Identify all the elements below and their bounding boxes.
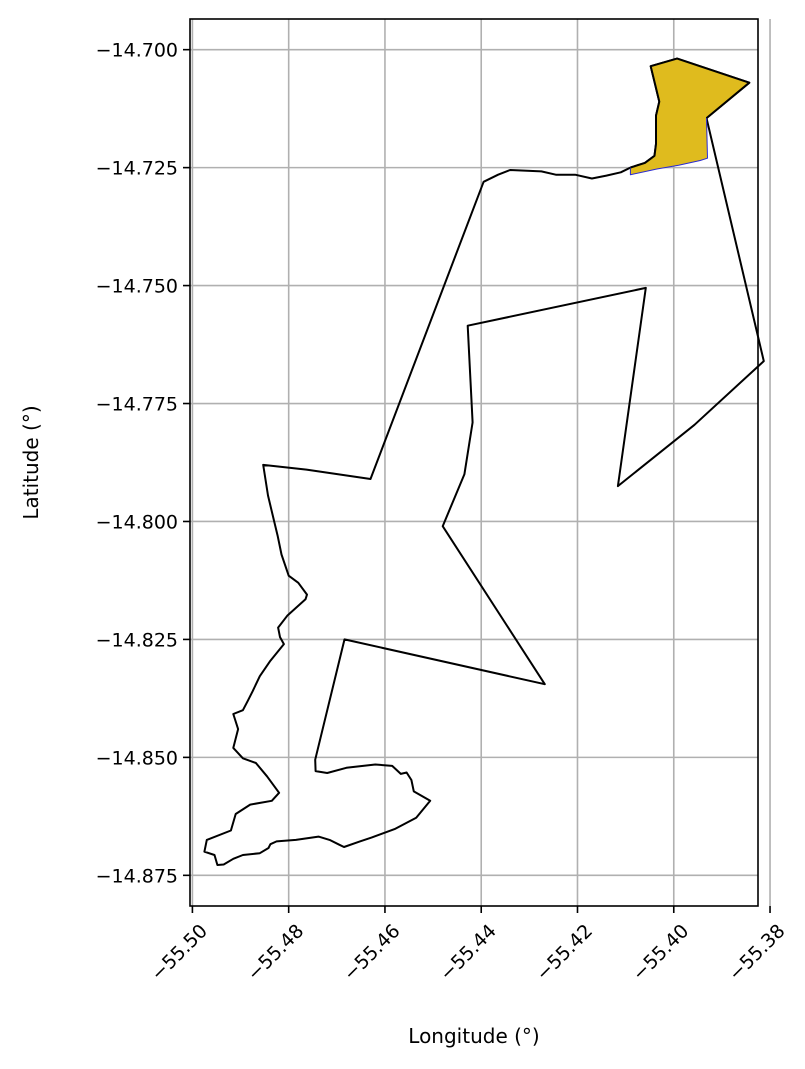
y-tick-label-3: −14.775: [96, 394, 178, 416]
highlighted-region-border: [630, 57, 751, 169]
x-tick-label-1: −55.48: [243, 920, 308, 985]
x-tick-label-6: −55.38: [724, 920, 789, 985]
map-shapes: [203, 57, 765, 866]
y-tick-label-0: −14.700: [96, 40, 178, 62]
y-tick-label-1: −14.725: [96, 158, 178, 180]
x-tick-label-3: −55.44: [436, 920, 501, 985]
region-outline: [203, 57, 765, 866]
y-tick-label-7: −14.875: [96, 865, 178, 887]
plot-frame: [189, 18, 759, 907]
x-tick-label-2: −55.46: [339, 920, 404, 985]
x-axis-label: Longitude (°): [408, 1024, 539, 1048]
x-tick-label-5: −55.40: [628, 920, 693, 985]
x-tick-label-0: −55.50: [147, 920, 212, 985]
y-tick-label-5: −14.825: [96, 629, 178, 651]
y-tick-label-2: −14.750: [96, 276, 178, 298]
y-tick-label-4: −14.800: [96, 511, 178, 533]
grid-lines: [190, 19, 771, 906]
x-tick-label-4: −55.42: [532, 920, 597, 985]
axis-ticks: −55.50 −55.48 −55.46 −55.44 −55.42 −55.40 −55.…: [96, 40, 790, 986]
y-axis-label: Latitude (°): [19, 405, 43, 519]
y-tick-label-6: −14.850: [96, 747, 178, 769]
